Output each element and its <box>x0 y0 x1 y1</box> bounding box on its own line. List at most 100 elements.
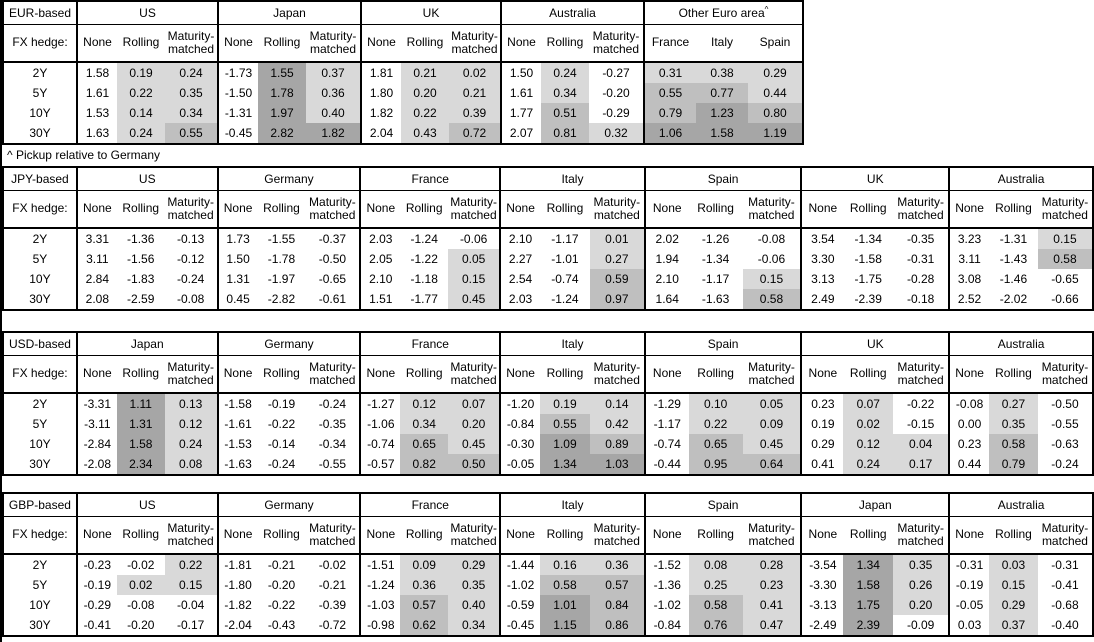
value-cell: 0.55 <box>165 123 218 144</box>
value-cell: 1.82 <box>306 123 361 144</box>
value-cell: 0.36 <box>306 83 361 103</box>
value-cell: 0.23 <box>948 434 990 454</box>
value-cell: -0.74 <box>359 434 401 454</box>
value-cell: 0.29 <box>800 434 844 454</box>
value-cell: -3.54 <box>800 554 844 575</box>
value-cell: 0.15 <box>742 269 802 289</box>
value-cell: -0.55 <box>318 457 347 471</box>
value-cell: -0.24 <box>318 397 347 411</box>
value-cell: 0.24 <box>843 454 894 475</box>
country-header: France <box>359 493 501 517</box>
value-cell: -0.44 <box>643 454 689 475</box>
country-header: France <box>359 167 501 191</box>
value-cell: -0.30 <box>499 434 541 454</box>
value-cell: 1.81 <box>360 62 401 83</box>
value-cell: 1.31 <box>116 414 165 434</box>
value-cell: 0.76 <box>688 615 743 636</box>
value-cell: 1.58 <box>116 434 165 454</box>
value-cell: -1.31 <box>999 232 1028 246</box>
value-cell: 0.55 <box>643 83 696 103</box>
hedge-column-header: Maturity-matched <box>164 516 218 555</box>
value-cell: 2.03 <box>499 289 540 310</box>
value-cell: 0.35 <box>165 83 218 103</box>
value-cell: -0.20 <box>602 86 630 100</box>
value-cell: 2.54 <box>499 269 540 289</box>
jpy-based-table: JPY-based US Germany France Italy Spain UK Aust… <box>2 166 1094 311</box>
country-header: Germany <box>216 167 361 191</box>
value-cell: 0.19 <box>117 62 165 83</box>
value-cell: 1.06 <box>643 123 696 144</box>
value-cell: 0.40 <box>448 595 501 615</box>
hedge-column-header: Maturity-matched <box>742 355 802 394</box>
value-cell: 0.02 <box>116 575 165 595</box>
value-cell: 1.94 <box>643 249 689 269</box>
value-cell: 2.05 <box>359 249 401 269</box>
country-header: Australia <box>500 1 644 25</box>
value-cell: 0.05 <box>742 393 802 414</box>
value-cell: 0.47 <box>742 615 802 636</box>
value-cell: -0.59 <box>499 595 541 615</box>
value-cell: 0.15 <box>164 575 218 595</box>
value-cell: 0.19 <box>800 414 844 434</box>
country-header: Australia <box>948 493 1093 517</box>
value-cell: 0.03 <box>948 615 990 636</box>
value-cell: 0.09 <box>400 554 449 575</box>
value-cell: -0.57 <box>359 454 401 475</box>
value-cell: -0.08 <box>757 232 786 246</box>
value-cell: -0.31 <box>948 554 990 575</box>
value-cell: 0.24 <box>117 123 165 144</box>
value-cell: 0.45 <box>448 434 501 454</box>
value-cell: -0.19 <box>267 397 296 411</box>
value-cell: 1.15 <box>540 615 590 636</box>
value-cell: -2.84 <box>75 434 117 454</box>
value-cell: 0.55 <box>540 414 590 434</box>
country-header: Spain <box>643 332 802 356</box>
hedge-column-header: Rolling <box>116 355 165 394</box>
value-cell: -2.02 <box>999 292 1028 306</box>
hedge-column-header: Rolling <box>989 516 1038 555</box>
value-cell: 1.73 <box>216 228 258 249</box>
value-cell: 0.57 <box>589 575 645 595</box>
value-cell: -1.24 <box>359 575 401 595</box>
hedge-column-header: Maturity-matched <box>164 190 218 229</box>
value-cell: 1.11 <box>116 393 165 414</box>
value-cell: 0.36 <box>400 575 449 595</box>
gbp-based-table: GBP-based US Germany France Italy Spain Japan A… <box>2 492 1094 637</box>
hedge-column-header: Rolling <box>117 24 165 63</box>
value-cell: -1.22 <box>410 252 438 266</box>
value-cell: -0.68 <box>1051 598 1079 612</box>
value-cell: -1.17 <box>551 232 579 246</box>
value-cell: 2.49 <box>800 289 844 310</box>
value-cell: -0.02 <box>318 558 347 572</box>
hedge-column-header: None <box>216 355 258 394</box>
value-cell: 0.31 <box>643 62 696 83</box>
country-header: US <box>75 493 218 517</box>
value-cell: -1.52 <box>643 554 689 575</box>
value-cell: -3.30 <box>800 575 844 595</box>
value-cell: -3.13 <box>800 595 844 615</box>
tenor-label: 30Y <box>29 126 51 140</box>
value-cell: 0.23 <box>742 575 802 595</box>
value-cell: -0.65 <box>318 272 347 286</box>
hedge-column-header: None <box>499 355 541 394</box>
value-cell: -0.14 <box>267 437 296 451</box>
country-header: Spain <box>643 167 802 191</box>
value-cell: 0.29 <box>748 62 803 83</box>
value-cell: 0.28 <box>742 554 802 575</box>
value-cell: -1.63 <box>701 292 730 306</box>
country-header: Germany <box>216 493 361 517</box>
value-cell: -2.59 <box>127 292 155 306</box>
value-cell: 0.25 <box>688 575 743 595</box>
value-cell: 0.24 <box>165 62 218 83</box>
value-cell: 0.34 <box>448 615 501 636</box>
hedge-column-header: None <box>75 190 117 229</box>
value-cell: 0.02 <box>449 62 501 83</box>
value-cell: -0.04 <box>177 598 205 612</box>
country-header: Japan <box>75 332 218 356</box>
value-cell: 1.80 <box>360 83 401 103</box>
value-cell: 0.36 <box>589 554 645 575</box>
value-cell: 0.17 <box>893 454 950 475</box>
value-cell: -2.04 <box>216 615 258 636</box>
value-cell: 0.44 <box>948 454 990 475</box>
value-cell: -0.09 <box>906 618 935 632</box>
